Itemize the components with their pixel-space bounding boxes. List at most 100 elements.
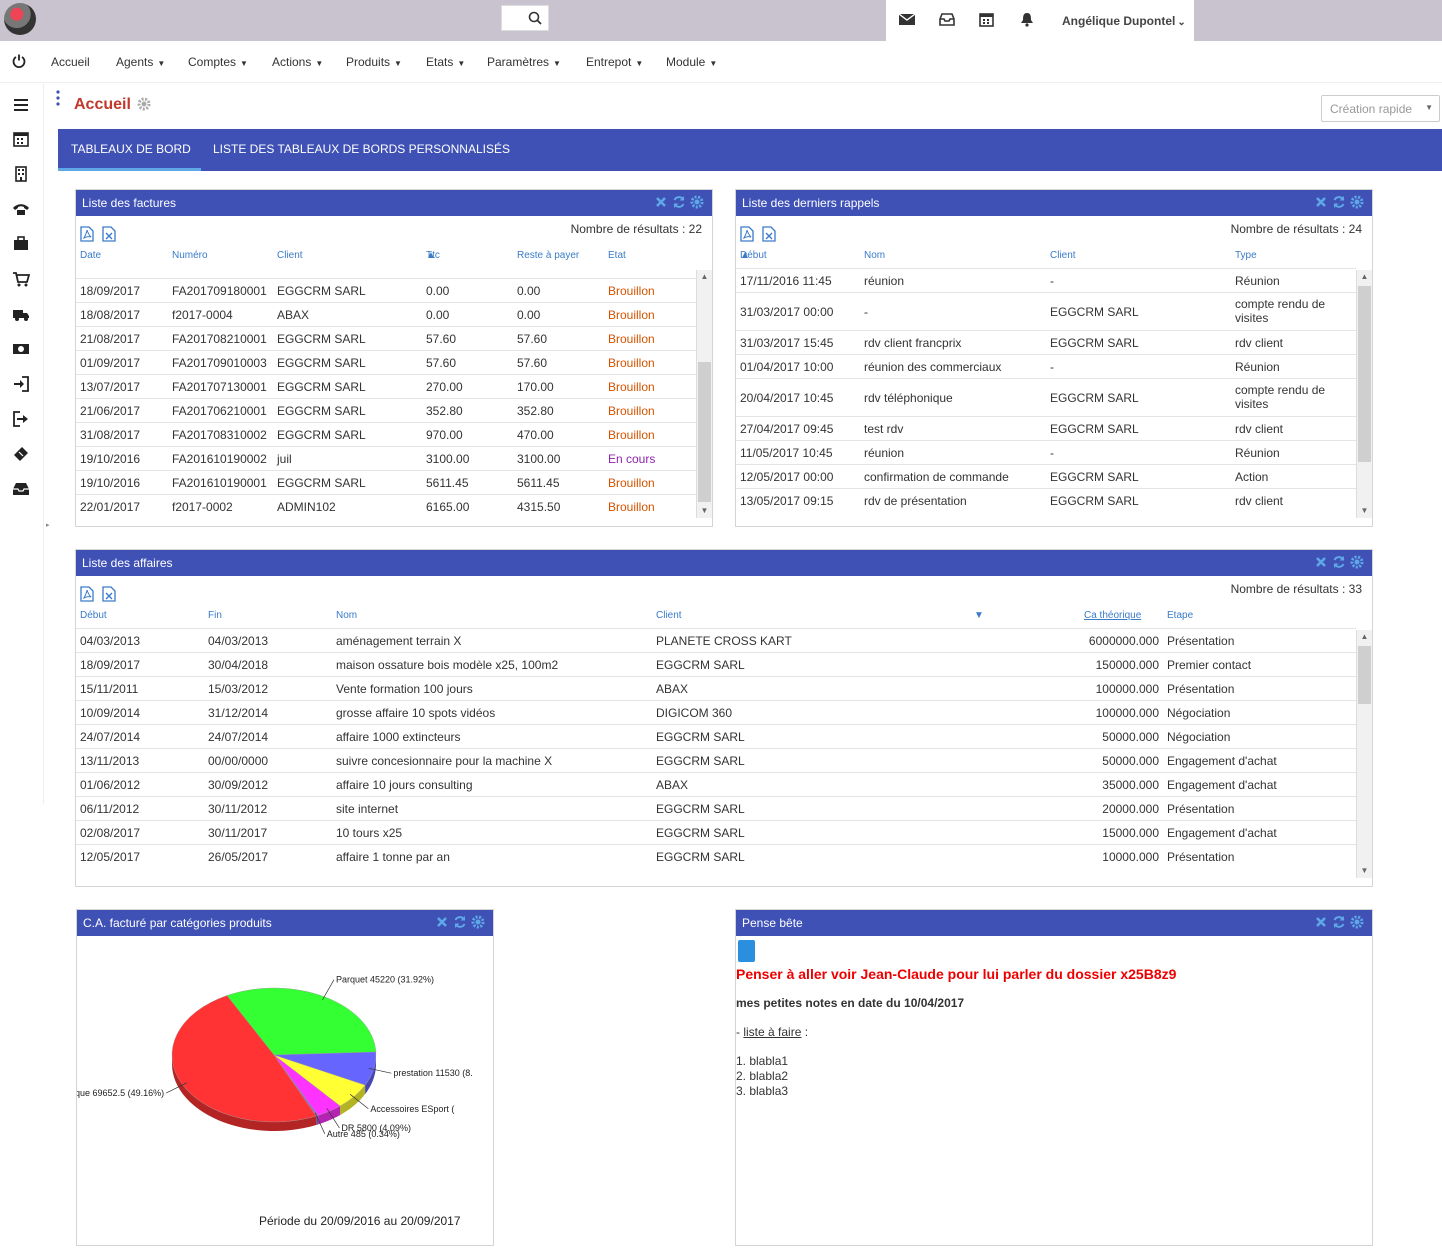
col-ca-theorique[interactable]: Ca théorique xyxy=(1084,610,1142,621)
col-client[interactable]: Client xyxy=(656,610,682,621)
table-row[interactable]: 21/08/2017 FA201708210001 EGGCRM SARL 57.60… xyxy=(76,326,696,350)
close-icon[interactable] xyxy=(1314,915,1328,929)
inbox-icon[interactable] xyxy=(939,12,955,26)
col-numero[interactable]: Numéro xyxy=(172,250,208,261)
power-icon[interactable] xyxy=(12,54,26,68)
scroll-thumb[interactable] xyxy=(1358,286,1371,462)
sort-desc-icon[interactable]: ▼ xyxy=(974,610,984,621)
bell-icon[interactable] xyxy=(1020,12,1034,27)
scroll-up-icon[interactable]: ▲ xyxy=(1357,630,1372,644)
scrollbar[interactable]: ▲ ▼ xyxy=(1356,630,1372,878)
menu-entrepot[interactable]: Entrepot ▼ xyxy=(586,55,643,69)
table-row[interactable]: 15/11/2011 15/03/2012 Vente formation 100 … xyxy=(76,676,1356,700)
menu-etats[interactable]: Etats ▼ xyxy=(426,55,465,69)
refresh-icon[interactable] xyxy=(1332,195,1346,209)
edit-button[interactable] xyxy=(738,940,755,962)
pense-bete-content[interactable]: Penser à aller voir Jean-Claude pour lui… xyxy=(736,936,1372,1103)
tab-tableaux-de-bord[interactable]: TABLEAUX DE BORD xyxy=(71,142,191,156)
gear-icon[interactable] xyxy=(471,915,485,929)
refresh-icon[interactable] xyxy=(453,915,467,929)
gear-icon[interactable] xyxy=(1350,195,1364,209)
menu-accueil[interactable]: Accueil xyxy=(51,55,90,69)
table-row[interactable]: 06/11/2012 30/11/2012 site internet EGGCRM … xyxy=(76,796,1356,820)
excel-export-icon[interactable] xyxy=(762,226,776,242)
table-row[interactable]: 20/04/2017 10:45 rdv téléphonique EGGCRM S… xyxy=(736,378,1356,416)
cart-icon[interactable] xyxy=(12,270,30,288)
col-client[interactable]: Client xyxy=(1050,250,1076,261)
menu-module[interactable]: Module ▼ xyxy=(666,55,717,69)
mail-icon[interactable] xyxy=(899,12,915,26)
table-row[interactable]: 01/09/2017 FA201709010003 EGGCRM SARL 57.60… xyxy=(76,350,696,374)
col-client[interactable]: Client xyxy=(277,250,303,261)
sign-out-icon[interactable] xyxy=(12,410,30,428)
quick-create-select[interactable]: Création rapide ▼ xyxy=(1321,95,1440,122)
table-row[interactable]: 13/05/2017 09:15 rdv de présentation EGGCR… xyxy=(736,488,1356,512)
scrollbar[interactable]: ▲ ▼ xyxy=(1356,270,1372,518)
table-row[interactable]: 11/05/2017 10:45 réunion - Réunion xyxy=(736,440,1356,464)
table-row[interactable]: 19/10/2016 FA201610190002 juil 3100.00 3100.… xyxy=(76,446,696,470)
pdf-export-icon[interactable] xyxy=(740,226,754,242)
calendar-icon[interactable] xyxy=(12,130,30,148)
col-etat[interactable]: Etat xyxy=(608,250,626,261)
gear-icon[interactable] xyxy=(1350,555,1364,569)
col-fin[interactable]: Fin xyxy=(208,610,222,621)
excel-export-icon[interactable] xyxy=(102,226,116,242)
calendar-icon[interactable] xyxy=(979,12,994,27)
table-row[interactable]: 01/04/2017 10:00 réunion des commerciaux -… xyxy=(736,354,1356,378)
money-icon[interactable] xyxy=(12,340,30,358)
ticket-icon[interactable] xyxy=(12,445,30,463)
close-icon[interactable] xyxy=(435,915,449,929)
table-row[interactable]: 31/03/2017 00:00 - EGGCRM SARL compte rendu… xyxy=(736,292,1356,330)
menu-comptes[interactable]: Comptes ▼ xyxy=(188,55,248,69)
pie-slice[interactable] xyxy=(226,987,377,1056)
phone-icon[interactable] xyxy=(12,200,30,218)
app-logo[interactable] xyxy=(4,3,36,35)
col-debut[interactable]: Début xyxy=(80,610,107,621)
table-row[interactable]: 02/08/2017 30/11/2017 10 tours x25 EGGCRM S… xyxy=(76,820,1356,844)
gear-icon[interactable] xyxy=(137,97,151,111)
table-row[interactable]: 22/01/2017 f2017-0002 ADMIN102 6165.00 4315.… xyxy=(76,494,696,518)
col-reste[interactable]: Reste à payer xyxy=(517,250,580,261)
col-date[interactable]: Date xyxy=(80,250,102,261)
table-row[interactable]: 13/07/2017 FA201707130001 EGGCRM SARL 270.0… xyxy=(76,374,696,398)
table-row[interactable]: 18/08/2017 f2017-0004 ABAX 0.00 0.00 Brouillo… xyxy=(76,302,696,326)
inbox-icon[interactable] xyxy=(12,480,30,498)
menu-agents[interactable]: Agents ▼ xyxy=(116,55,165,69)
scroll-up-icon[interactable]: ▲ xyxy=(1357,270,1372,284)
tab-liste-tableaux-personnalises[interactable]: LISTE DES TABLEAUX DE BORDS PERSONNALISÉ… xyxy=(213,142,510,156)
pdf-export-icon[interactable] xyxy=(80,226,94,242)
building-icon[interactable] xyxy=(12,165,30,183)
scrollbar[interactable]: ▲ ▼ xyxy=(696,270,712,518)
menu-produits[interactable]: Produits ▼ xyxy=(346,55,402,69)
table-row[interactable]: 31/03/2017 15:45 rdv client francprix EGGC… xyxy=(736,330,1356,354)
scroll-thumb[interactable] xyxy=(698,362,711,502)
scroll-down-icon[interactable]: ▼ xyxy=(1357,864,1372,878)
table-row[interactable]: 18/09/2017 30/04/2018 maison ossature bois… xyxy=(76,652,1356,676)
hamburger-icon[interactable] xyxy=(12,96,30,114)
user-menu[interactable]: Angélique Dupontel ⌄ xyxy=(1062,14,1186,28)
excel-export-icon[interactable] xyxy=(102,586,116,602)
kebab-icon[interactable] xyxy=(56,90,60,106)
table-row[interactable]: 10/09/2014 31/12/2014 grosse affaire 10 sp… xyxy=(76,700,1356,724)
table-row[interactable]: 27/04/2017 09:45 test rdv EGGCRM SARL rdv c… xyxy=(736,416,1356,440)
table-row[interactable]: 13/11/2013 00/00/0000 suivre concesionnair… xyxy=(76,748,1356,772)
sign-in-icon[interactable] xyxy=(12,375,30,393)
scroll-down-icon[interactable]: ▼ xyxy=(1357,504,1372,518)
sidebar-toggle-icon[interactable]: ▸ xyxy=(46,522,50,529)
refresh-icon[interactable] xyxy=(1332,555,1346,569)
table-row[interactable]: 17/11/2016 11:45 réunion - Réunion xyxy=(736,268,1356,292)
note-list-link[interactable]: liste à faire xyxy=(743,1025,802,1039)
table-row[interactable]: 19/10/2016 FA201610190001 EGGCRM SARL 5611.… xyxy=(76,470,696,494)
table-row[interactable]: 31/08/2017 FA201708310002 EGGCRM SARL 970.0… xyxy=(76,422,696,446)
close-icon[interactable] xyxy=(1314,195,1328,209)
col-type[interactable]: Type xyxy=(1235,250,1257,261)
table-row[interactable]: 18/09/2017 FA201709180001 EGGCRM SARL 0.00 0… xyxy=(76,278,696,302)
pie-slice[interactable] xyxy=(171,995,317,1123)
scroll-down-icon[interactable]: ▼ xyxy=(697,504,712,518)
search-icon[interactable] xyxy=(528,11,542,25)
col-nom[interactable]: Nom xyxy=(864,250,886,261)
scroll-up-icon[interactable]: ▲ xyxy=(697,270,712,284)
refresh-icon[interactable] xyxy=(1332,915,1346,929)
scroll-thumb[interactable] xyxy=(1358,646,1371,704)
table-row[interactable]: 01/06/2012 30/09/2012 affaire 10 jours con… xyxy=(76,772,1356,796)
